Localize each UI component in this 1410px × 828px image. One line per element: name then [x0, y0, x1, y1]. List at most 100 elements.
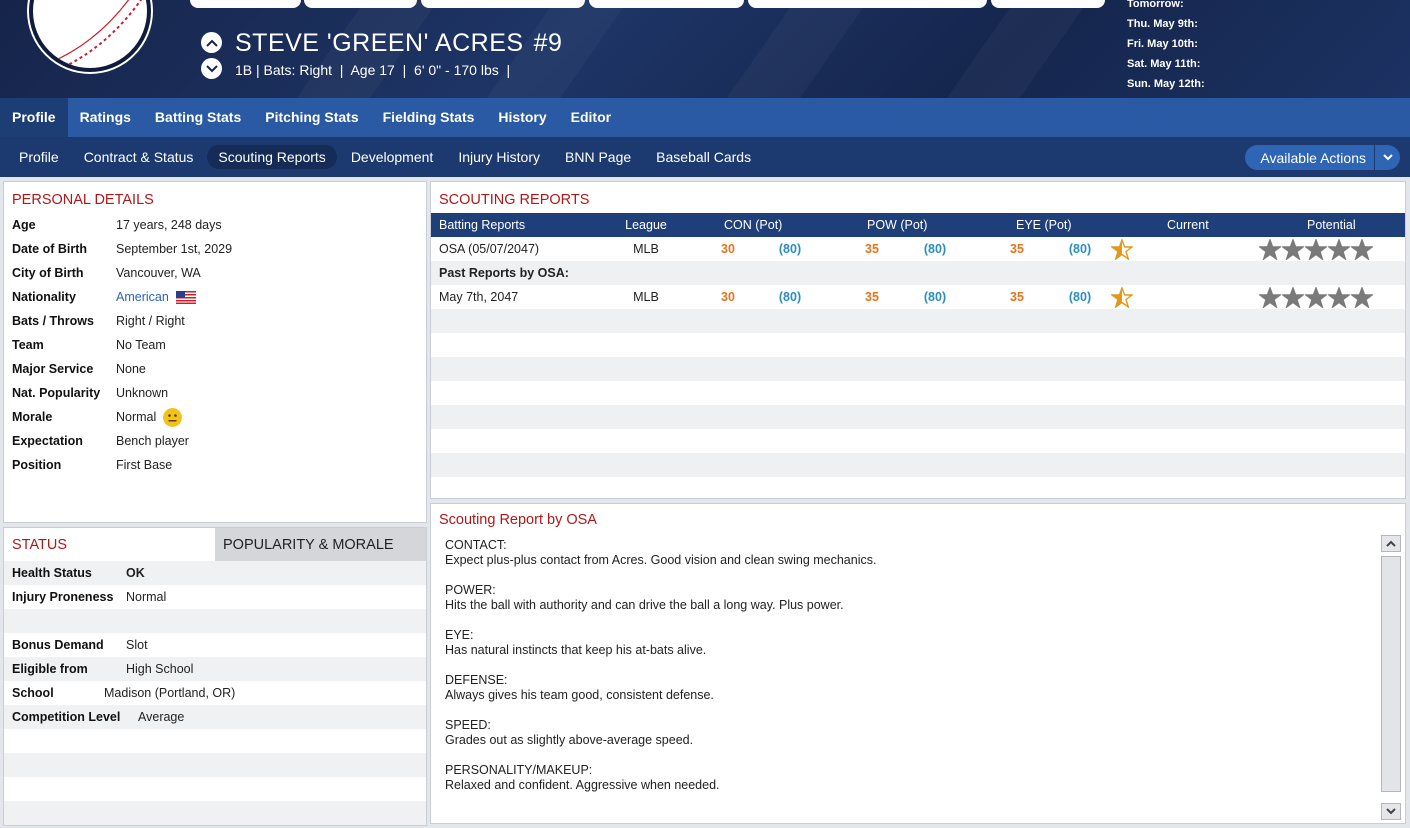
- status-row: School Madison (Portland, OR): [4, 681, 426, 705]
- col-pow[interactable]: POW (Pot): [867, 218, 928, 232]
- personal-details-title: PERSONAL DETAILS: [12, 192, 154, 208]
- us-flag-icon: [175, 291, 196, 305]
- subtab-contract-status[interactable]: Contract & Status: [83, 149, 194, 165]
- subtab-development[interactable]: Development: [350, 149, 434, 165]
- detail-value: Vancouver, WA: [116, 266, 201, 280]
- nationality-link[interactable]: American: [116, 289, 169, 304]
- tab-popularity-morale[interactable]: POPULARITY & MORALE: [215, 528, 426, 561]
- detail-label: Date of Birth: [12, 242, 87, 256]
- col-current[interactable]: Current: [1167, 218, 1209, 232]
- player-summary: 1B | Bats: Right | Age 17 | 6' 0" - 170 …: [235, 62, 511, 78]
- header-tab[interactable]: [589, 0, 744, 8]
- player-age: Age 17: [350, 62, 395, 78]
- scroll-track[interactable]: [1381, 556, 1401, 792]
- player-header: STEVE 'GREEN' ACRES #9 1B | Bats: Right |…: [0, 0, 1410, 98]
- current-stars: [1111, 237, 1263, 260]
- schedule-day: Thu. May 9th:: [1127, 18, 1198, 30]
- report-heading: CONTACT:: [445, 538, 507, 552]
- status-row: Bonus Demand Slot: [4, 633, 426, 657]
- available-actions-label: Available Actions: [1260, 149, 1366, 166]
- header-tab[interactable]: [421, 0, 585, 8]
- pow-potential: (80): [923, 242, 947, 256]
- schedule-day: Sun. May 12th:: [1127, 78, 1205, 90]
- detail-label: Team: [12, 338, 44, 352]
- status-label: Eligible from: [12, 662, 88, 676]
- con-potential: (80): [778, 242, 802, 256]
- col-league[interactable]: League: [625, 218, 667, 232]
- status-row: [4, 801, 426, 825]
- tab-profile[interactable]: Profile: [0, 98, 68, 137]
- next-player-button[interactable]: [201, 58, 222, 79]
- table-row: [431, 429, 1405, 453]
- detail-label: City of Birth: [12, 266, 84, 280]
- col-potential[interactable]: Potential: [1307, 218, 1356, 232]
- subtab-baseball-cards[interactable]: Baseball Cards: [656, 149, 752, 165]
- chevron-up-icon: [205, 39, 218, 47]
- detail-value: None: [116, 362, 146, 376]
- detail-row: Nat. Popularity Unknown: [4, 381, 426, 405]
- report-scrollbar[interactable]: [1380, 535, 1402, 821]
- current-stars: [1111, 285, 1263, 308]
- tab-batting-stats[interactable]: Batting Stats: [154, 109, 242, 125]
- tab-fielding-stats[interactable]: Fielding Stats: [382, 109, 475, 125]
- subtab-injury-history[interactable]: Injury History: [458, 149, 540, 165]
- tab-pitching-stats[interactable]: Pitching Stats: [265, 109, 359, 125]
- report-paragraph: Hits the ball with authority and can dri…: [445, 598, 844, 612]
- potential-stars: [1259, 285, 1406, 308]
- schedule-day: Sat. May 11th:: [1127, 58, 1201, 70]
- report-heading: PERSONALITY/MAKEUP:: [445, 763, 593, 777]
- scroll-down-button[interactable]: [1381, 803, 1401, 820]
- table-row: Past Reports by OSA:: [431, 261, 1405, 285]
- status-row: Eligible from High School: [4, 657, 426, 681]
- subtab-bnn-page[interactable]: BNN Page: [565, 149, 632, 165]
- subtab-profile[interactable]: Profile: [19, 149, 59, 165]
- col-eye[interactable]: EYE (Pot): [1016, 218, 1072, 232]
- status-value: Normal: [126, 590, 167, 604]
- potential-stars: [1259, 237, 1406, 260]
- report-label: OSA (05/07/2047): [439, 242, 540, 256]
- team-logo-baseball: [29, 0, 151, 72]
- chevron-down-icon: [1386, 808, 1396, 815]
- chevron-down-icon: [1374, 145, 1400, 170]
- tab-editor[interactable]: Editor: [570, 109, 612, 125]
- tab-status[interactable]: STATUS: [12, 537, 68, 553]
- schedule-day: Tomorrow:: [1127, 0, 1184, 10]
- report-paragraph: Has natural instincts that keep his at-b…: [445, 643, 707, 657]
- report-section: EYE: Has natural instincts that keep his …: [445, 628, 1375, 658]
- tab-history[interactable]: History: [498, 109, 547, 125]
- pow-potential: (80): [923, 290, 947, 304]
- subtab-scouting-reports[interactable]: Scouting Reports: [207, 145, 337, 169]
- scouting-text-report-panel: Scouting Report by OSA CONTACT: Expect pl…: [430, 503, 1406, 824]
- detail-value: Bench player: [116, 434, 189, 448]
- table-row: [431, 381, 1405, 405]
- report-paragraph: Grades out as slightly above-average spe…: [445, 733, 694, 747]
- header-tab[interactable]: [991, 0, 1105, 8]
- status-row: [4, 609, 426, 633]
- previous-player-button[interactable]: [201, 32, 222, 53]
- con-potential: (80): [778, 290, 802, 304]
- col-con[interactable]: CON (Pot): [724, 218, 783, 232]
- available-actions-button[interactable]: Available Actions: [1245, 145, 1400, 170]
- header-tab[interactable]: [304, 0, 417, 8]
- nationality-cell: American: [116, 289, 196, 305]
- scroll-up-button[interactable]: [1381, 535, 1401, 552]
- table-row[interactable]: May 7th, 2047 MLB 30 (80) 35 (80) 35 (80…: [431, 285, 1405, 309]
- report-league: MLB: [633, 242, 659, 256]
- detail-row: City of Birth Vancouver, WA: [4, 261, 426, 285]
- detail-value: Right / Right: [116, 314, 185, 328]
- detail-label: Age: [12, 218, 36, 232]
- table-row: [431, 333, 1405, 357]
- tab-ratings[interactable]: Ratings: [79, 109, 131, 125]
- table-row[interactable]: OSA (05/07/2047) MLB 30 (80) 35 (80) 35 …: [431, 237, 1405, 261]
- report-section: CONTACT: Expect plus-plus contact from Ac…: [445, 538, 1375, 568]
- pow-current: 35: [865, 290, 879, 304]
- main-nav: Profile Ratings Batting Stats Pitching S…: [0, 98, 1410, 137]
- schedule-day: Fri. May 10th:: [1127, 38, 1198, 50]
- header-tab[interactable]: [190, 0, 301, 8]
- pow-current: 35: [865, 242, 879, 256]
- header-tab[interactable]: [748, 0, 987, 8]
- col-batting-reports[interactable]: Batting Reports: [439, 218, 526, 232]
- upcoming-schedule: Tomorrow: Thu. May 9th: Fri. May 10th: S…: [1127, 0, 1205, 94]
- status-row: Injury Proneness Normal: [4, 585, 426, 609]
- detail-label: Expectation: [12, 434, 83, 448]
